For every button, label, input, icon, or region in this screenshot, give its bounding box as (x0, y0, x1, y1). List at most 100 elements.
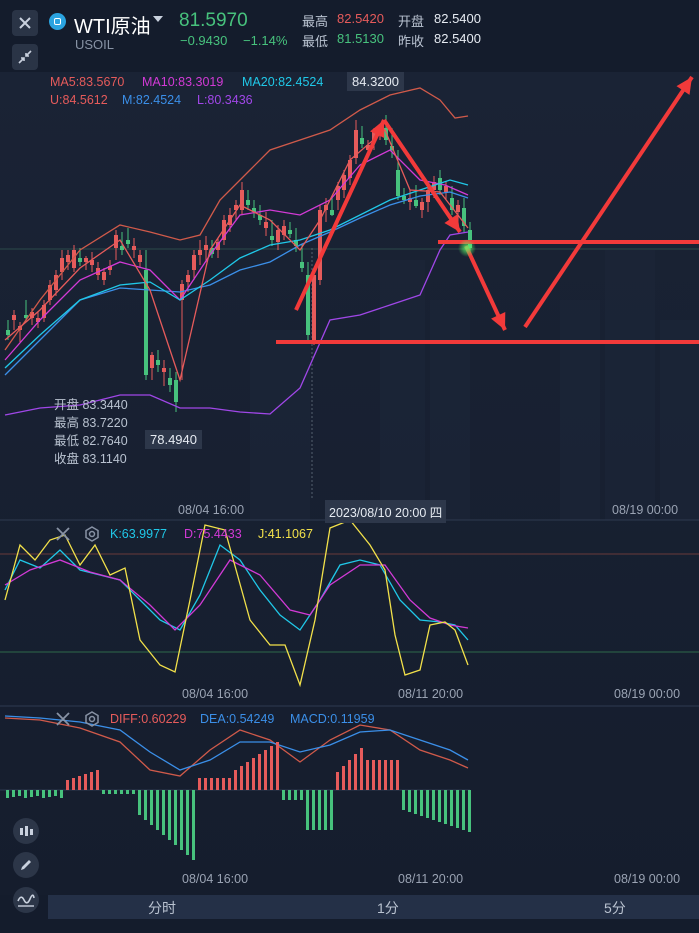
macd-histogram-bar (114, 790, 117, 794)
close-icon (56, 527, 70, 541)
bg-building (660, 320, 699, 520)
tab-5min[interactable]: 5分 (604, 900, 626, 916)
macd-histogram-bar (432, 790, 435, 820)
candle-body (444, 186, 448, 192)
macd-histogram-bar (348, 760, 351, 790)
candle-body (456, 205, 460, 212)
arrow-up-2-head (676, 77, 692, 95)
price-change-pct: −1.14% (243, 33, 288, 48)
macd-histogram-bar (174, 790, 177, 845)
candle-body (300, 262, 304, 268)
low-price-marker: 78.4940 (145, 430, 202, 449)
macd-histogram-bar (84, 774, 87, 790)
wave-icon (17, 894, 35, 907)
chevron-down-icon[interactable] (153, 16, 163, 24)
macd-histogram-bar (384, 760, 387, 790)
candle-body (270, 236, 274, 240)
kdj-j-line (4, 519, 469, 688)
macd-histogram-bar (372, 760, 375, 790)
candle-body (402, 196, 406, 200)
macd-histogram-bar (246, 762, 249, 790)
candle-body (264, 222, 268, 228)
macd-histogram-bar (426, 790, 429, 818)
candle-body (342, 175, 346, 190)
candle-body (312, 275, 316, 340)
boll-mid-line (4, 191, 469, 376)
macd-histogram-bar (456, 790, 459, 828)
arrow-down-2-head (491, 312, 506, 330)
candle-body (354, 130, 358, 158)
macd-xlabel-2: 08/11 20:00 (398, 872, 464, 886)
bg-building (560, 300, 600, 520)
macd-histogram-bar (78, 776, 81, 790)
macd-histogram-bar (444, 790, 447, 824)
macd-histogram-bar (12, 790, 15, 797)
candle-body (306, 275, 310, 335)
macd-histogram-bar (72, 778, 75, 790)
macd-dea-line (4, 715, 469, 771)
gear-icon (85, 526, 99, 542)
arrow-up-2 (523, 75, 694, 329)
macd-histogram-bar (306, 790, 309, 830)
indicator-button[interactable] (13, 887, 39, 913)
macd-histogram-bar (354, 754, 357, 790)
shrink-icon (18, 50, 32, 64)
macd-histogram-bar (42, 790, 45, 798)
candle-body (282, 226, 286, 235)
main-xlabel-1: 08/04 16:00 (178, 503, 245, 517)
tab-1min[interactable]: 1分 (377, 900, 399, 916)
arrow-down-1 (382, 118, 462, 234)
candle-body (252, 208, 256, 212)
draw-tool-button[interactable] (13, 852, 39, 878)
macd-close-button[interactable] (55, 711, 71, 732)
macd-histogram-bar (462, 790, 465, 830)
stat-high-value: 82.5420 (337, 11, 384, 26)
candle-body (126, 240, 130, 244)
bg-building (250, 330, 310, 520)
candle-body (84, 258, 88, 262)
candle-body (48, 285, 52, 300)
close-button[interactable] (12, 10, 38, 36)
macd-histogram-bar (420, 790, 423, 816)
macd-histogram-bar (48, 790, 51, 797)
macd-settings-button[interactable] (84, 711, 100, 732)
candle-style-button[interactable] (13, 818, 39, 844)
candle-body (210, 248, 214, 254)
boll-lower-line (4, 231, 469, 416)
candle-body (426, 190, 430, 202)
macd-histogram-bar (300, 790, 303, 800)
macd-histogram-bar (36, 790, 39, 796)
kdj-settings-button[interactable] (84, 526, 100, 547)
candle-body (468, 230, 472, 248)
kdj-j-legend: J:41.1067 (258, 527, 313, 541)
stat-prevclose-value: 82.5400 (434, 31, 481, 46)
kdj-close-button[interactable] (55, 526, 71, 547)
macd-histogram-bar (366, 760, 369, 790)
macd-histogram-bar (24, 790, 27, 798)
kdj-d-legend: D:75.4433 (184, 527, 242, 541)
macd-histogram-bar (252, 758, 255, 790)
tab-timeshare[interactable]: 分时 (148, 900, 176, 916)
stat-low-value: 81.5130 (337, 31, 384, 46)
macd-histogram-bar (108, 790, 111, 794)
kdj-d-line (4, 559, 469, 631)
macd-histogram-bar (390, 760, 393, 790)
last-price: 81.5970 (179, 10, 248, 31)
ma20-legend: MA20:82.4524 (242, 75, 324, 89)
collapse-button[interactable] (12, 44, 38, 70)
candle-body (408, 198, 412, 202)
candle-body (66, 255, 70, 262)
ohlc-low: 最低 82.7640 (54, 434, 128, 448)
macd-histogram-bar (126, 790, 129, 794)
last-price-glow (458, 239, 476, 257)
crosshair-time-label: 2023/08/10 20:00 四 (325, 500, 447, 523)
candle-body (360, 138, 364, 144)
kdj-k-legend: K:63.9977 (110, 527, 167, 541)
ma20-line (4, 179, 469, 369)
symbol-name[interactable]: WTI原油 (74, 16, 151, 38)
candle-body (414, 200, 418, 206)
macd-histogram-bar (324, 790, 327, 830)
macd-histogram-bar (96, 770, 99, 790)
candle-body (120, 246, 124, 250)
